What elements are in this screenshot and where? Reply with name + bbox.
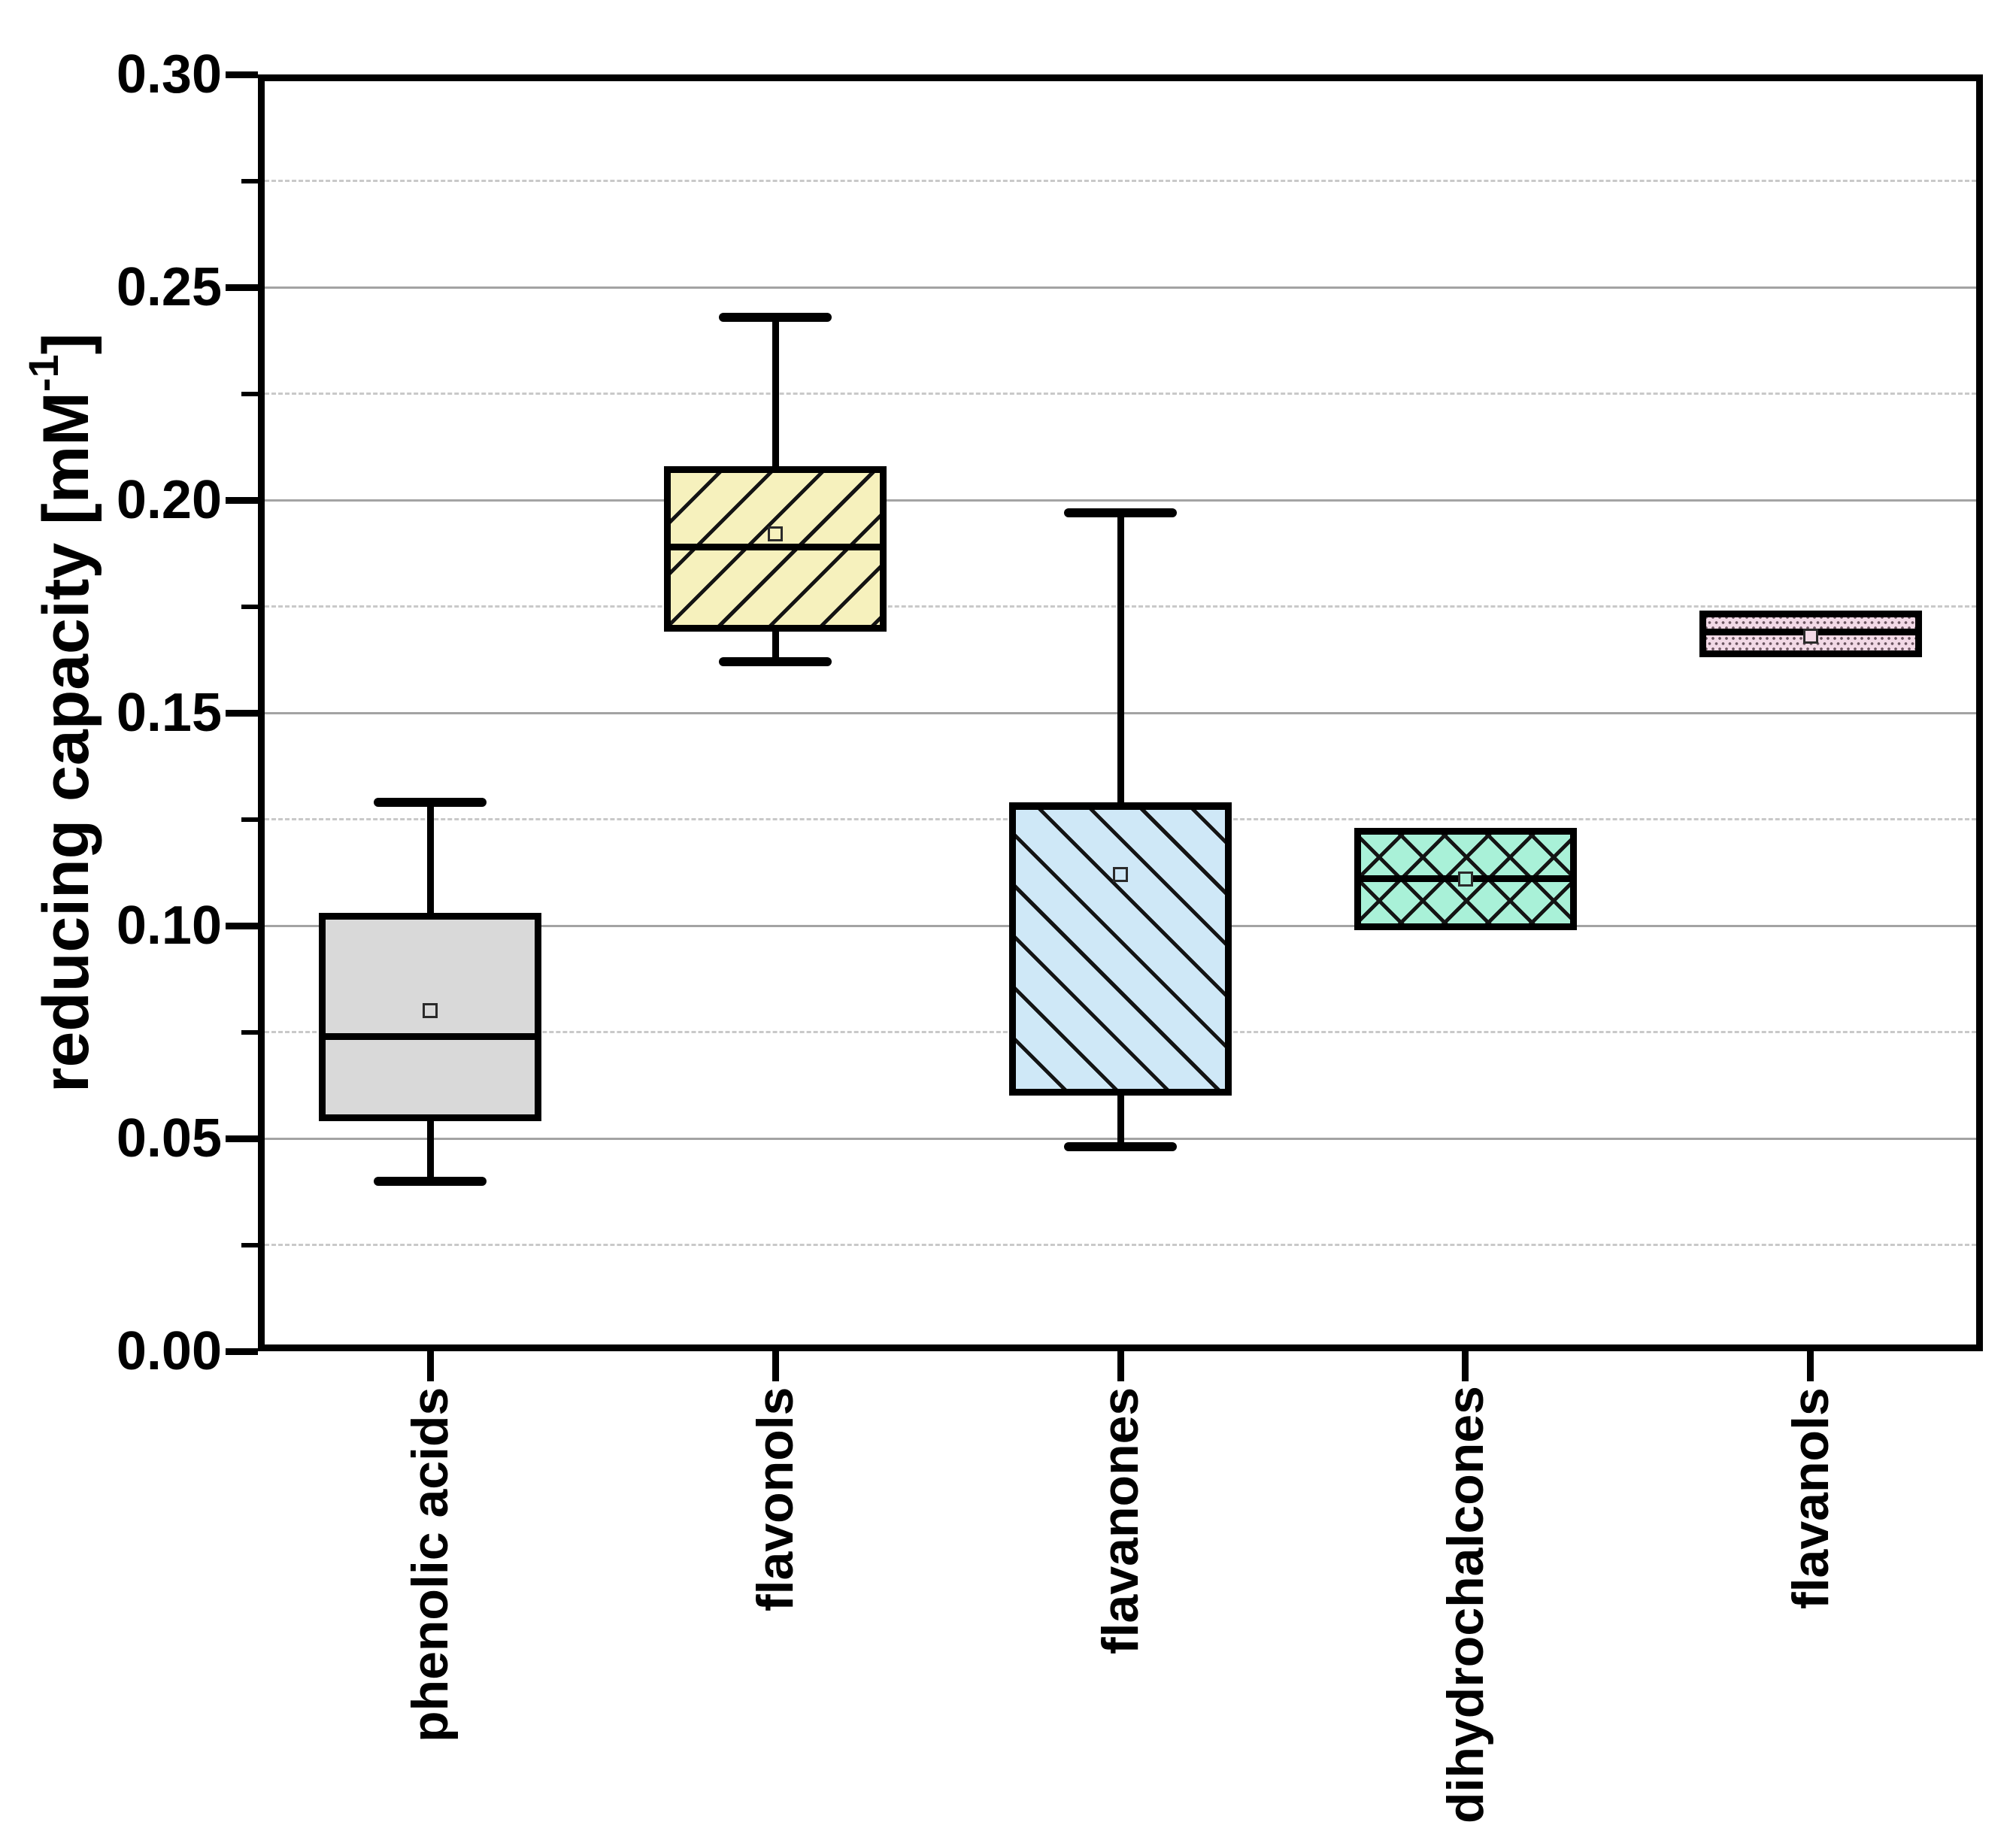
- y-axis-minor-tick: [241, 604, 258, 609]
- lower-whisker-cap-phenolic-acids: [374, 1176, 487, 1186]
- x-category-label-flavonols: flavonols: [747, 1387, 805, 1612]
- y-axis-tick-label: 0.15: [116, 683, 222, 743]
- upper-whisker-cap-phenolic-acids: [374, 797, 487, 807]
- y-axis-major-tick: [226, 283, 258, 291]
- median-line-phenolic-acids: [319, 1032, 542, 1040]
- grid-major-line: [258, 286, 1983, 289]
- y-axis-major-tick: [226, 1135, 258, 1142]
- x-category-label-phenolic-acids: phenolic acids: [402, 1387, 459, 1743]
- lower-whisker-stem-flavanones: [1117, 1096, 1124, 1147]
- median-line-flavanones: [1009, 803, 1232, 811]
- lower-whisker-cap-flavanones: [1064, 1142, 1177, 1152]
- upper-whisker-stem-flavanones: [1117, 512, 1124, 802]
- grid-minor-line: [258, 1244, 1983, 1246]
- lower-whisker-stem-phenolic-acids: [426, 1121, 434, 1181]
- y-axis-minor-tick: [241, 817, 258, 822]
- y-axis-major-tick: [226, 922, 258, 929]
- x-axis-tick: [426, 1351, 434, 1381]
- y-axis-major-tick: [226, 496, 258, 504]
- y-axis-major-tick: [226, 709, 258, 717]
- y-axis-tick-label: 0.10: [116, 896, 222, 956]
- x-category-label-dihydrochalcones: dihydrochalcones: [1436, 1386, 1494, 1823]
- y-axis-title-close-bracket: ]: [29, 332, 102, 355]
- upper-whisker-cap-flavonols: [719, 312, 832, 322]
- y-axis-tick-label: 0.00: [116, 1321, 222, 1381]
- x-category-label-flavanols: flavanols: [1781, 1387, 1839, 1609]
- box-flavanones: [1009, 802, 1232, 1096]
- y-axis-minor-tick: [241, 1242, 258, 1247]
- plot-area: [258, 74, 1983, 1351]
- y-axis-minor-tick: [241, 1029, 258, 1035]
- x-category-label-flavanones: flavanones: [1092, 1387, 1149, 1655]
- lower-whisker-cap-flavonols: [719, 657, 832, 667]
- x-axis-tick: [1117, 1351, 1124, 1381]
- y-axis-tick-label: 0.30: [116, 44, 222, 105]
- mean-marker-phenolic-acids: [423, 1003, 438, 1019]
- y-axis-minor-tick: [241, 391, 258, 396]
- x-axis-tick: [1462, 1351, 1469, 1381]
- grid-minor-line: [258, 393, 1983, 395]
- median-line-flavonols: [664, 543, 887, 550]
- y-axis-major-tick: [226, 71, 258, 78]
- x-axis-tick: [772, 1351, 779, 1381]
- mean-marker-flavonols: [768, 526, 784, 542]
- y-axis-minor-tick: [241, 178, 258, 183]
- y-axis-tick-label: 0.25: [116, 257, 222, 317]
- grid-major-line: [258, 499, 1983, 502]
- mean-marker-flavanols: [1802, 629, 1818, 644]
- y-axis-tick-label: 0.05: [116, 1108, 222, 1169]
- mean-marker-flavanones: [1113, 867, 1128, 883]
- upper-whisker-stem-flavonols: [772, 317, 779, 466]
- grid-minor-line: [258, 180, 1983, 182]
- y-axis-tick-label: 0.20: [116, 470, 222, 530]
- y-axis-title-superscript: -1: [20, 354, 68, 393]
- mean-marker-dihydrochalcones: [1457, 871, 1473, 887]
- upper-whisker-stem-phenolic-acids: [426, 802, 434, 914]
- x-axis-tick: [1807, 1351, 1814, 1381]
- upper-whisker-cap-flavanones: [1064, 508, 1177, 517]
- y-axis-major-tick: [226, 1347, 258, 1355]
- lower-whisker-stem-flavonols: [772, 632, 779, 662]
